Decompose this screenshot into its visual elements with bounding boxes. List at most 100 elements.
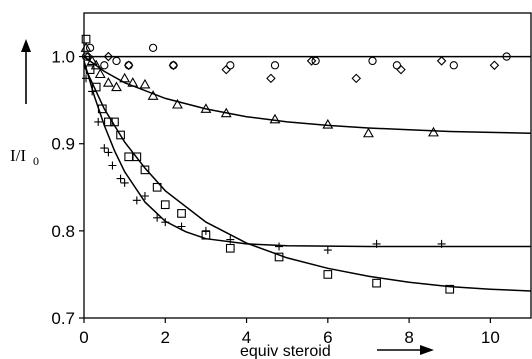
- square-point: [160, 200, 170, 210]
- square-point: [97, 104, 107, 114]
- plus-point: [140, 192, 149, 200]
- triangle-point: [269, 113, 281, 124]
- square-point: [152, 182, 162, 192]
- diamond-point: [306, 56, 317, 66]
- square-point: [85, 65, 95, 74]
- circle-point: [148, 43, 158, 53]
- plus-point: [161, 218, 170, 227]
- x-tick-label: 8: [404, 328, 413, 347]
- y-tick-label: 1.0: [51, 48, 75, 67]
- diamond-point: [266, 73, 276, 84]
- x-tick-label: 2: [161, 328, 170, 347]
- square-point: [323, 270, 333, 279]
- square-point: [445, 284, 455, 294]
- diamond-point: [83, 51, 93, 62]
- fit-curves: [83, 55, 532, 292]
- square-point: [132, 152, 142, 162]
- plus-point: [372, 239, 381, 248]
- triangle-point: [139, 78, 151, 89]
- y-axis-label-group: I/I 0: [10, 39, 39, 168]
- triangle-point: [428, 126, 439, 137]
- plus-point: [116, 174, 125, 183]
- y-tick-label: 0.8: [51, 222, 75, 241]
- plus-point: [275, 242, 284, 251]
- triangle-point: [102, 77, 114, 87]
- triangle-point: [111, 81, 122, 92]
- triangle-point: [220, 107, 232, 118]
- triangle-point: [363, 127, 374, 138]
- square-point: [116, 130, 125, 140]
- plus-point: [94, 117, 103, 126]
- circle-point: [169, 61, 178, 70]
- x-axis-label-group: equiv steroid: [240, 343, 434, 359]
- circle-point: [368, 56, 377, 66]
- plus-point: [88, 87, 97, 96]
- plot-area-border: [83, 12, 532, 319]
- circle-point: [226, 61, 235, 70]
- square-point: [110, 117, 119, 127]
- square-point: [91, 82, 101, 92]
- plus-point: [153, 213, 162, 222]
- square-point: [177, 209, 186, 218]
- y-axis-label-subscript: 0: [33, 154, 39, 168]
- circle-point: [100, 61, 109, 70]
- square-point: [274, 252, 284, 262]
- diamond-point: [396, 64, 406, 75]
- plus-point: [177, 222, 186, 231]
- plus-point: [201, 226, 210, 235]
- plus-point: [120, 178, 129, 187]
- triangle-point: [119, 72, 131, 83]
- triangle-point: [94, 68, 106, 79]
- circle-point: [311, 56, 320, 66]
- data-points: [80, 34, 511, 294]
- triangle-point: [80, 42, 92, 52]
- triangle-point: [322, 118, 334, 129]
- square-point: [104, 117, 113, 127]
- x-axis-arrow-head: [420, 345, 434, 355]
- plus-point: [82, 74, 91, 83]
- y-axis-arrow-head: [21, 39, 31, 52]
- circle-point: [502, 52, 511, 61]
- square-point: [81, 34, 91, 44]
- square-point: [225, 243, 235, 253]
- axis-ticks: 0 2 4 6 8 10 0.7 0.8 0.9 1.0: [51, 48, 499, 347]
- plus-point: [132, 196, 141, 205]
- triangle-point: [90, 59, 102, 70]
- square-point: [140, 165, 150, 175]
- y-tick-label: 0.7: [51, 309, 75, 328]
- fit-curve-triangle: [83, 55, 532, 135]
- plus-point: [104, 148, 113, 157]
- x-tick-label: 0: [79, 328, 88, 347]
- circle-point: [81, 52, 91, 61]
- circle-point: [392, 61, 402, 70]
- x-tick-label: 6: [323, 328, 332, 347]
- diamond-point: [103, 51, 114, 62]
- y-axis-label: I/I: [10, 146, 26, 165]
- triangle-point: [172, 98, 183, 109]
- triangle-point: [147, 90, 159, 100]
- plus-point: [323, 246, 332, 255]
- y-tick-label: 0.9: [51, 135, 75, 154]
- diamond-point: [168, 60, 179, 71]
- diamond-point: [123, 60, 134, 71]
- fit-curve-plus: [83, 60, 531, 248]
- circle-point: [449, 61, 458, 70]
- x-tick-label: 4: [242, 328, 251, 347]
- x-tick-label: 10: [481, 328, 500, 347]
- fit-curve-square: [83, 64, 532, 292]
- diamond-point: [436, 56, 447, 66]
- x-axis-label: equiv steroid: [240, 343, 331, 359]
- diamond-point: [221, 64, 232, 75]
- triangle-point: [200, 103, 212, 113]
- plus-point: [226, 235, 235, 244]
- plot-frame: [83, 12, 532, 319]
- plus-point: [437, 239, 446, 248]
- square-point: [372, 278, 381, 288]
- plus-point: [100, 144, 109, 153]
- square-point: [124, 152, 134, 162]
- triangle-point: [86, 55, 98, 65]
- triangle-point: [127, 77, 139, 87]
- circle-point: [270, 61, 280, 70]
- diamond-point: [489, 60, 500, 71]
